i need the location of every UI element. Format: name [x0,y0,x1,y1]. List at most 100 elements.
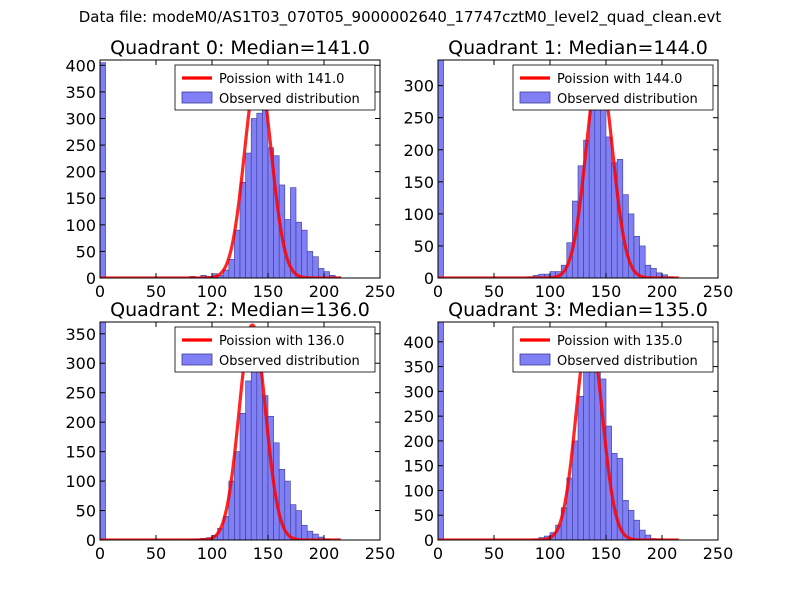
quadrant-0-title: Quadrant 0: Median=141.0 [110,37,370,59]
y-tick-label: 100 [403,481,434,500]
histogram-bar [301,524,308,540]
x-tick-label: 50 [146,282,166,301]
histogram-bar [100,322,106,540]
legend-label-bars: Observed distribution [219,92,360,107]
histogram-bar [234,451,241,540]
y-tick-label: 250 [65,136,96,155]
quadrant-2-title: Quadrant 2: Median=136.0 [110,299,370,321]
quadrant-1-axes-frame [437,59,719,279]
histogram-bar [295,221,302,278]
x-tick-label: 0 [433,544,443,563]
histogram-bar [245,152,252,278]
histogram-bar [245,380,252,540]
y-tick-label: 100 [65,216,96,235]
y-tick-label: 250 [403,407,434,426]
y-tick-label: 100 [65,472,96,491]
legend-box [512,326,714,373]
y-tick-label: 50 [76,242,96,261]
y-tick-label: 200 [403,432,434,451]
histogram-bar [256,112,263,278]
x-tick-label: 250 [365,544,396,563]
quadrant-2-axes-frame [99,321,381,541]
legend-swatch-bars [181,91,213,104]
histogram-bar [250,118,258,278]
x-tick-label: 200 [309,282,340,301]
histogram-bar [633,519,640,540]
quadrant-3-chart: 0 50 100 150 200 250 0 50 100 150 200 250 300 350 400 Q… [403,299,733,563]
figure-suptitle: Data file: modeM0/AS1T03_070T05_90000026… [78,8,722,26]
quadrant-0-axes-frame [99,59,381,279]
histogram-bar [295,510,302,540]
x-tick-label: 50 [484,282,504,301]
x-tick-label: 100 [535,282,566,301]
y-tick-label: 100 [403,205,434,224]
quadrant-1-legend: Poission with 144.0 Observed distribution [512,64,714,111]
x-tick-label: 50 [146,544,166,563]
histogram-bar [438,60,444,278]
y-tick-label: 300 [65,354,96,373]
histogram-bar [438,322,444,540]
y-tick-label: 150 [403,457,434,476]
legend-label-bars: Observed distribution [557,354,698,369]
x-tick-label: 200 [647,544,678,563]
histogram-bar [262,107,269,278]
y-tick-label: 150 [65,443,96,462]
x-tick-label: 0 [95,282,105,301]
x-tick-label: 250 [703,282,734,301]
x-tick-label: 150 [591,544,622,563]
histogram-bar [290,187,297,278]
quadrant-3-marks [438,322,680,540]
legend-label-curve: Poission with 141.0 [219,72,344,87]
x-tick-label: 250 [703,544,734,563]
y-tick-label: 50 [76,502,96,521]
y-tick-label: 0 [424,269,434,288]
quadrant-3-axes-frame [437,321,719,541]
x-tick-label: 0 [433,282,443,301]
legend-label-bars: Observed distribution [219,354,360,369]
histogram-bar [301,229,308,278]
histogram-bar [600,104,607,278]
x-tick-label: 0 [95,544,105,563]
quadrant-3-title: Quadrant 3: Median=135.0 [448,299,708,321]
quadrant-1-title: Quadrant 1: Median=144.0 [448,37,708,59]
x-tick-label: 100 [197,544,228,563]
y-tick-label: 350 [65,83,96,102]
x-tick-label: 150 [253,282,284,301]
y-tick-label: 400 [65,56,96,75]
y-tick-label: 200 [403,141,434,160]
y-tick-label: 300 [65,109,96,128]
x-tick-label: 250 [365,282,396,301]
x-tick-label: 200 [647,282,678,301]
poisson-curve-line [100,69,342,278]
histogram-bar [583,353,590,540]
x-tick-label: 150 [591,282,622,301]
x-tick-label: 100 [197,282,228,301]
histogram-bar [306,251,314,278]
y-tick-label: 250 [403,109,434,128]
histogram-bar [644,534,652,540]
quadrant-1-marks [438,60,680,278]
legend-label-curve: Poission with 144.0 [557,72,682,87]
y-tick-label: 250 [65,384,96,403]
y-tick-label: 200 [65,163,96,182]
quadrant-2-chart: 0 50 100 150 200 250 0 50 100 150 200 250 300 350 Quad… [65,299,395,563]
legend-swatch-bars [519,91,551,104]
y-tick-label: 300 [403,382,434,401]
quadrant-0-marks [100,62,342,278]
y-tick-label: 50 [414,506,434,525]
quadrant-0-chart: 0 50 100 150 200 250 0 50 100 150 200 250 300 350 400 Q… [65,37,395,301]
poisson-curve-line [438,68,680,278]
quadrant-2-legend: Poission with 136.0 Observed distribution [174,326,376,373]
y-tick-label: 0 [86,269,96,288]
x-tick-label: 50 [484,544,504,563]
histogram-bar [100,62,106,278]
y-tick-label: 350 [65,325,96,344]
y-tick-label: 0 [86,531,96,550]
legend-label-curve: Poission with 136.0 [219,334,344,349]
histogram-bar [239,413,246,540]
quadrant-3-legend: Poission with 135.0 Observed distribution [512,326,714,373]
histogram-bar [577,396,584,540]
legend-swatch-bars [181,353,213,366]
legend-label-curve: Poission with 135.0 [557,334,682,349]
y-tick-label: 50 [414,237,434,256]
